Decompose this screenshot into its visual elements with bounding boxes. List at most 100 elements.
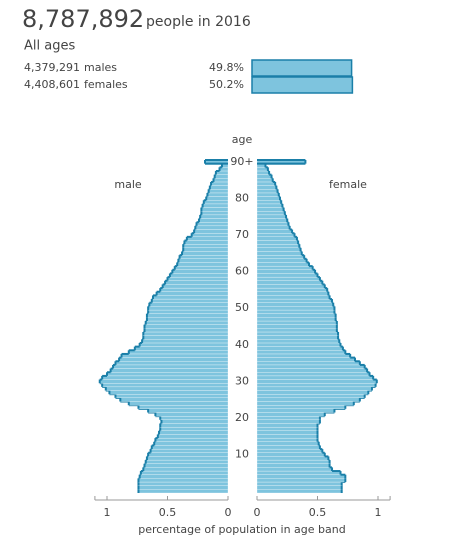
bar [256, 353, 351, 358]
total-label: people in 2016 [146, 14, 251, 30]
bar [256, 254, 305, 259]
bar [256, 189, 278, 194]
bar [160, 416, 229, 420]
bar [256, 342, 341, 347]
bar [256, 408, 335, 413]
bar [256, 222, 289, 227]
bar [178, 258, 229, 263]
bar [121, 353, 229, 358]
bar [141, 339, 229, 344]
bar [256, 419, 321, 424]
bar [256, 375, 374, 380]
y-tick-label: 50 [235, 301, 249, 314]
bar [256, 181, 276, 186]
bar [149, 302, 229, 307]
bar [256, 364, 365, 369]
bar [214, 174, 229, 179]
bar [256, 225, 290, 230]
bar [256, 489, 342, 494]
bar [99, 379, 229, 384]
bar [140, 470, 229, 475]
bar [256, 361, 360, 366]
bar [144, 324, 229, 329]
bar [256, 357, 356, 362]
bar [158, 430, 229, 435]
summary-label: males [84, 61, 117, 74]
x-tick-label: 0 [225, 506, 232, 519]
bar [256, 452, 325, 457]
bar [256, 240, 299, 245]
bar [167, 276, 229, 281]
bar [256, 405, 346, 409]
bar [146, 456, 229, 461]
bar [186, 236, 229, 241]
legend-female: female [329, 178, 367, 191]
bar [256, 309, 335, 314]
bar [179, 254, 229, 259]
bar [201, 211, 229, 216]
bar [256, 448, 323, 453]
bar [256, 229, 293, 234]
bar [161, 419, 229, 424]
bar [207, 192, 229, 197]
bar [256, 244, 300, 248]
bar [139, 474, 229, 479]
summary-count: 4,379,291 [24, 61, 80, 74]
x-tick-label: 0.5 [309, 506, 327, 519]
bar [193, 229, 229, 234]
bar [256, 394, 365, 399]
y-tick-label: 60 [235, 265, 249, 278]
bar [128, 350, 229, 355]
bar [256, 262, 310, 267]
bar [156, 291, 229, 296]
bar [183, 244, 229, 248]
bar [198, 218, 229, 223]
x-tick-label: 1 [375, 506, 382, 519]
bar [256, 170, 270, 175]
bar [118, 357, 229, 362]
bar [209, 185, 229, 190]
summary-label: females [84, 78, 128, 91]
bar [256, 390, 369, 395]
bar [134, 346, 229, 351]
bar [144, 328, 229, 333]
bar [256, 426, 318, 431]
bar [256, 434, 318, 439]
bar [256, 441, 319, 446]
bar [162, 284, 229, 289]
bar [256, 328, 338, 333]
bar [256, 313, 336, 318]
bar [256, 478, 346, 483]
bar [144, 463, 229, 468]
bar [256, 456, 329, 461]
bar [256, 445, 321, 450]
y-axis-title: age [232, 133, 253, 146]
bar [138, 405, 229, 409]
bar [138, 478, 229, 483]
bar [213, 178, 229, 183]
x-tick-label: 1 [104, 506, 111, 519]
bar [256, 401, 354, 406]
bar [256, 368, 368, 373]
summary-bar [251, 76, 354, 94]
bar [202, 203, 229, 208]
bar [256, 346, 344, 351]
bar [256, 397, 360, 402]
bar [172, 269, 229, 274]
y-tick-label: 80 [235, 191, 249, 204]
bar [256, 298, 333, 303]
bar [177, 262, 229, 267]
bar [256, 258, 307, 263]
bar [201, 207, 229, 212]
bar [102, 383, 229, 388]
bar [151, 445, 229, 450]
bar [115, 394, 229, 399]
bar [143, 467, 229, 472]
bar [256, 416, 321, 420]
bar [256, 412, 325, 417]
bar [169, 273, 229, 278]
bar [147, 408, 229, 413]
bar [174, 265, 229, 270]
bar [256, 423, 318, 428]
